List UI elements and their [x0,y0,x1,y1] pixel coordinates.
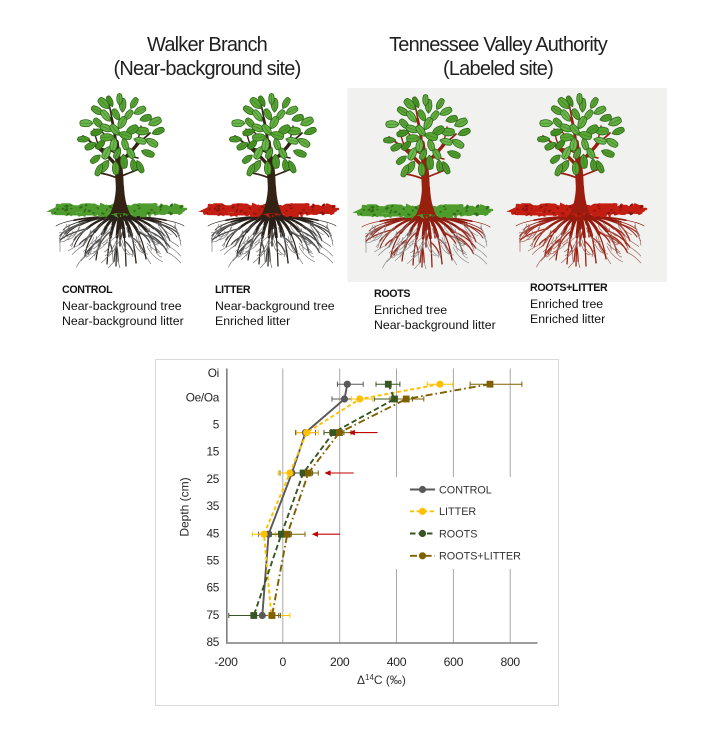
svg-text:-200: -200 [214,655,238,669]
svg-text:400: 400 [387,655,407,669]
svg-text:800: 800 [500,655,520,669]
svg-text:45: 45 [206,526,219,540]
svg-text:Oi: Oi [208,366,219,380]
svg-text:200: 200 [330,655,350,669]
svg-text:35: 35 [206,499,219,513]
svg-text:600: 600 [444,655,464,669]
svg-text:5: 5 [213,418,220,432]
svg-text:ROOTS: ROOTS [439,528,477,540]
svg-text:Oe/Oa: Oe/Oa [186,390,220,404]
svg-text:Depth (cm): Depth (cm) [178,477,192,536]
svg-text:55: 55 [206,554,219,568]
svg-text:65: 65 [206,581,219,595]
svg-text:75: 75 [206,608,219,622]
svg-text:85: 85 [206,635,219,649]
svg-text:CONTROL: CONTROL [439,484,492,496]
svg-text:ROOTS+LITTER: ROOTS+LITTER [439,551,521,563]
svg-text:25: 25 [206,472,219,486]
svg-text:LITTER: LITTER [439,506,476,518]
svg-text:Δ14C (‰): Δ14C (‰) [357,673,406,687]
svg-text:15: 15 [206,445,219,459]
svg-text:0: 0 [280,655,287,669]
